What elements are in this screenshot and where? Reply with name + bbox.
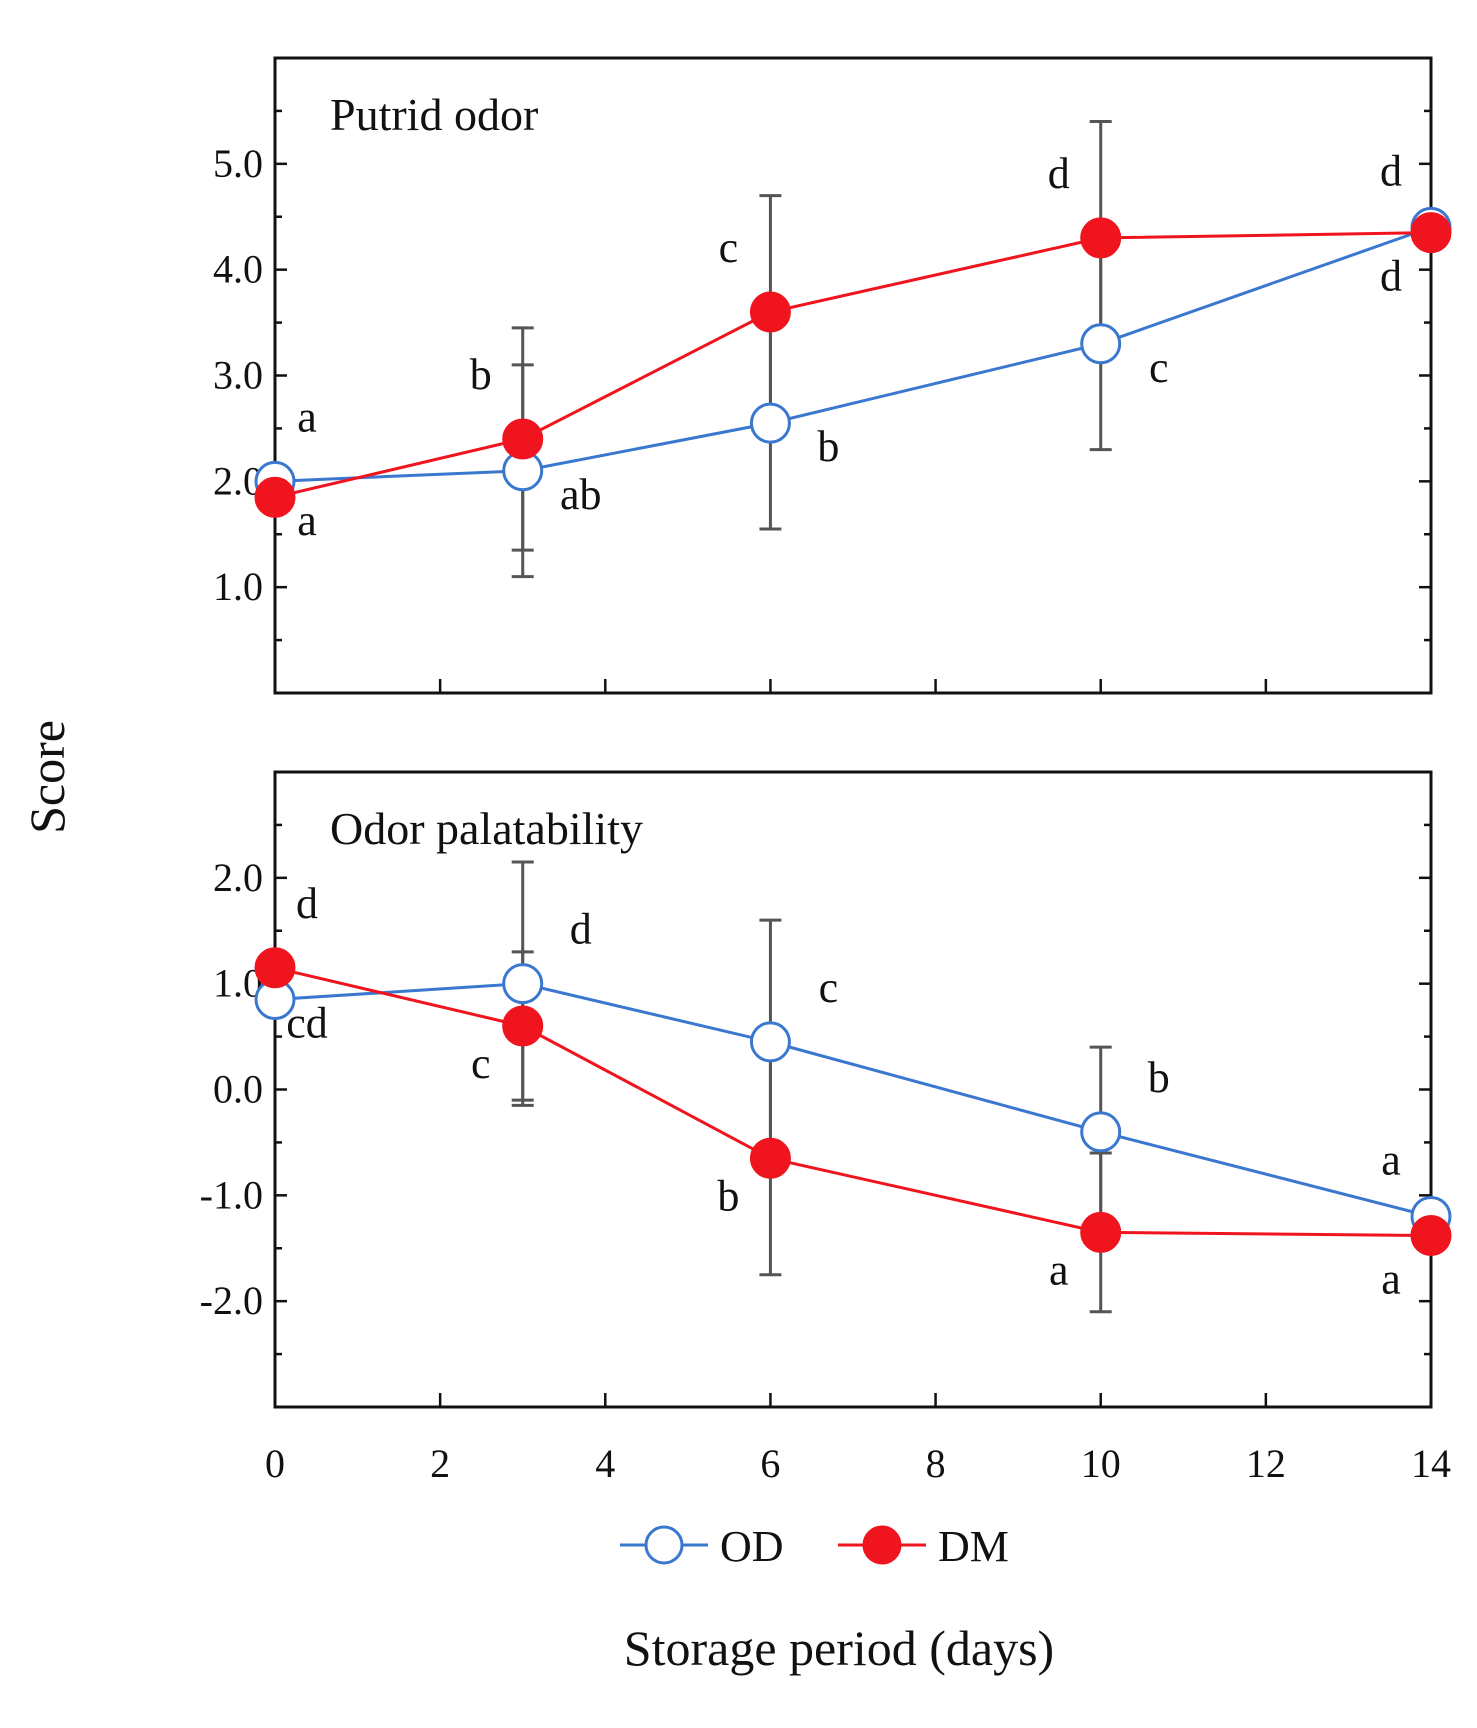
data-point-dm (502, 1005, 544, 1047)
significance-letter: a (297, 496, 317, 545)
legend-marker-dm (862, 1525, 902, 1565)
y-tick-label: 5.0 (213, 141, 263, 186)
significance-letter: c (1149, 343, 1169, 392)
data-point-dm (254, 476, 296, 518)
y-tick-label: 0.0 (213, 1067, 263, 1112)
legend: OD DM (620, 1522, 1009, 1571)
x-tick-label: 8 (926, 1441, 946, 1486)
plot-frame (273, 770, 1433, 1409)
x-axis-title: Storage period (days) (624, 1620, 1054, 1676)
legend-label-od: OD (720, 1522, 784, 1571)
x-tick-label: 4 (595, 1441, 615, 1486)
significance-letter: a (297, 392, 317, 441)
data-point-od (1080, 1111, 1122, 1153)
significance-letter: d (1380, 146, 1402, 195)
significance-letter: d (296, 879, 318, 928)
data-point-dm (502, 418, 544, 460)
significance-letter: b (1148, 1053, 1170, 1102)
significance-letter: a (1049, 1245, 1069, 1294)
data-point-dm (1080, 217, 1122, 259)
data-point-od (502, 963, 544, 1005)
data-point-od (749, 402, 791, 444)
significance-letter: a (1381, 1255, 1401, 1304)
x-tick-label: 6 (760, 1441, 780, 1486)
x-tick-label: 2 (430, 1441, 450, 1486)
series-line-od (274, 982, 1432, 1218)
significance-letter: c (471, 1039, 491, 1088)
x-tick-label: 0 (265, 1441, 285, 1486)
y-tick-label: -2.0 (200, 1278, 263, 1323)
data-point-od (1080, 323, 1122, 365)
panel-title: Putrid odor (330, 89, 538, 140)
y-tick-label: 3.0 (213, 353, 263, 398)
legend-label-dm: DM (938, 1522, 1009, 1571)
data-point-dm (749, 1137, 791, 1179)
data-point-dm (1410, 1215, 1452, 1257)
x-tick-label: 10 (1081, 1441, 1121, 1486)
significance-letter: b (717, 1171, 739, 1220)
y-tick-label: 1.0 (213, 564, 263, 609)
data-point-dm (1080, 1211, 1122, 1253)
y-tick-label: -1.0 (200, 1172, 263, 1217)
data-point-dm (1410, 212, 1452, 254)
legend-marker-od (644, 1525, 684, 1565)
significance-letter: d (570, 905, 592, 954)
x-tick-label: 14 (1411, 1441, 1451, 1486)
y-tick-label: 2.0 (213, 855, 263, 900)
plot-frame (273, 56, 1433, 695)
data-point-od (749, 1021, 791, 1063)
series-line-dm (274, 966, 1432, 1238)
y-axis-title: Score (19, 720, 75, 834)
x-tick-label: 12 (1246, 1441, 1286, 1486)
significance-letter: b (817, 422, 839, 471)
significance-letter: b (470, 350, 492, 399)
significance-letter: d (1048, 149, 1070, 198)
panel-title: Odor palatability (330, 803, 643, 854)
series-line-dm (274, 231, 1432, 499)
data-point-dm (749, 291, 791, 333)
significance-letter: cd (286, 999, 328, 1048)
significance-letter: d (1380, 252, 1402, 301)
data-point-dm (254, 947, 296, 989)
y-tick-label: 4.0 (213, 247, 263, 292)
series-line-od (274, 225, 1432, 483)
significance-letter: ab (560, 470, 602, 519)
significance-letter: c (819, 963, 839, 1012)
significance-letter: a (1381, 1136, 1401, 1185)
significance-letter: c (719, 223, 739, 272)
